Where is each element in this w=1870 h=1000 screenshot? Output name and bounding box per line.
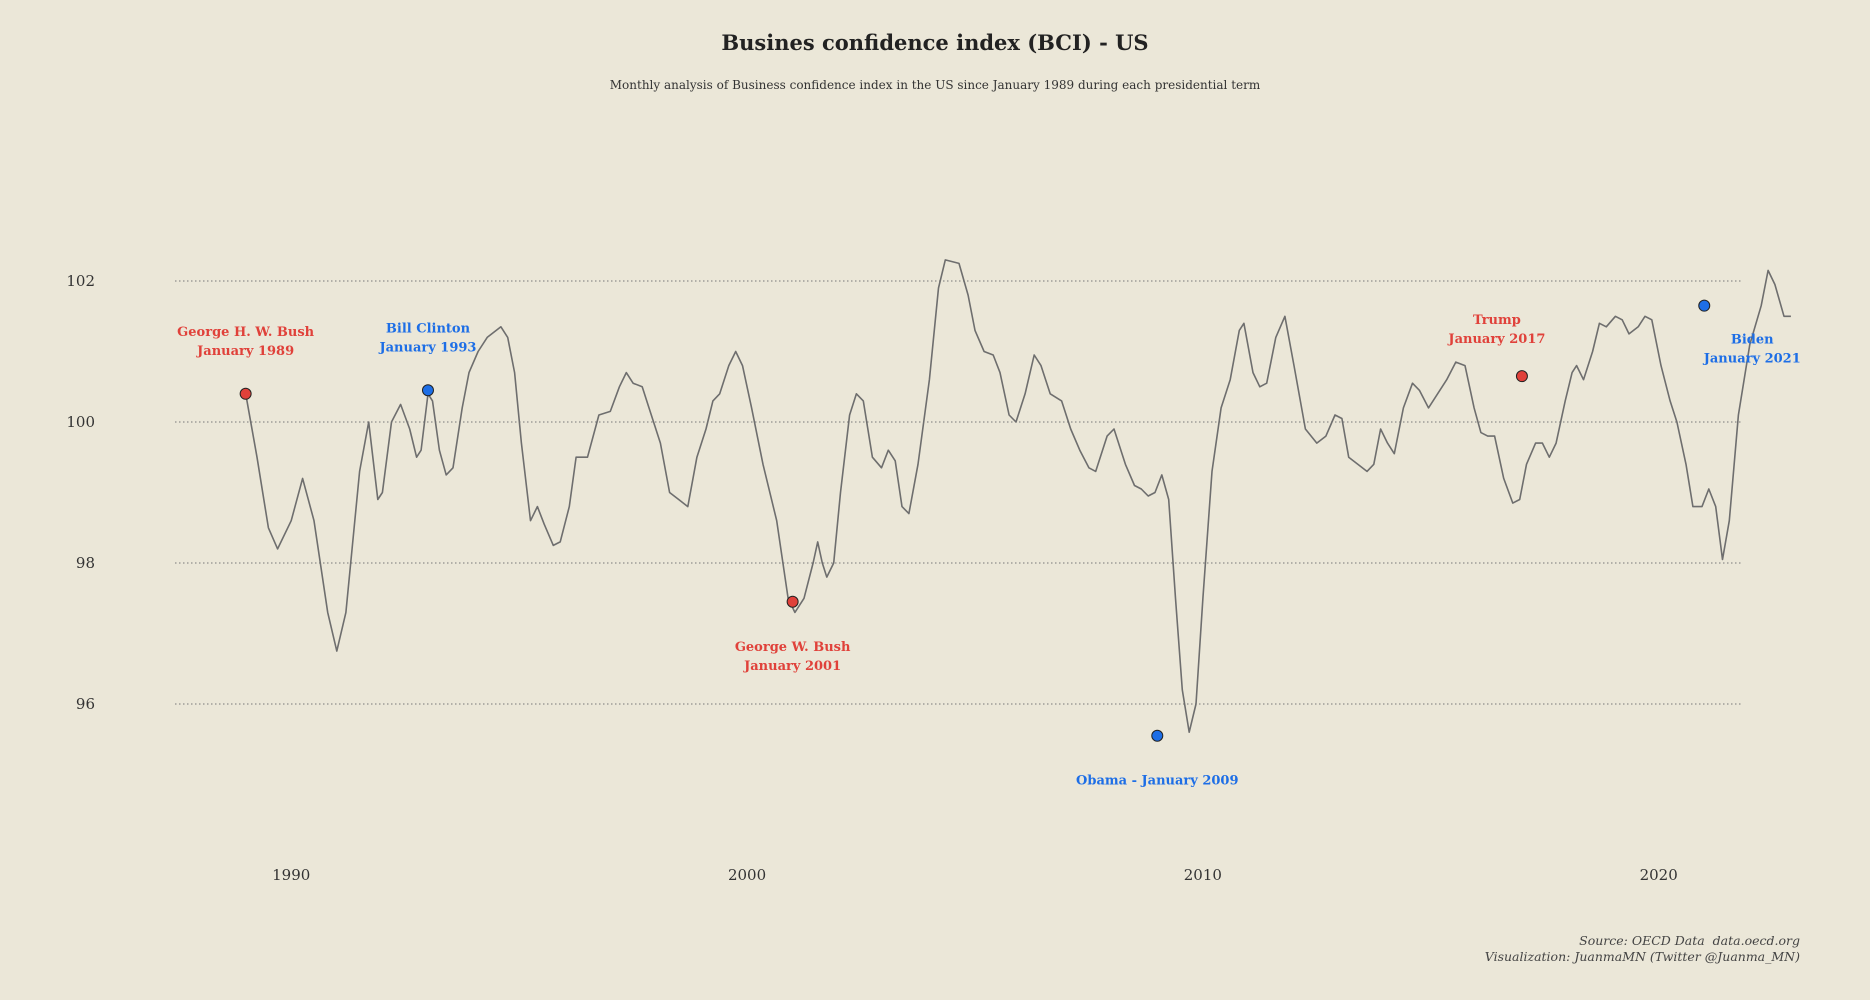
president-date-label: January 2017 xyxy=(1447,332,1545,347)
y-tick-label: 102 xyxy=(66,272,95,290)
x-tick-label: 2020 xyxy=(1640,866,1678,884)
president-label: George W. Bush xyxy=(735,640,851,655)
president-date-label: January 1993 xyxy=(378,340,476,355)
president-marker xyxy=(239,387,252,400)
president-marker xyxy=(1151,729,1164,742)
president-marker xyxy=(1515,370,1528,383)
bci-series-line xyxy=(244,259,1791,733)
y-tick-label: 100 xyxy=(66,413,95,431)
y-tick-label: 96 xyxy=(76,695,95,713)
chart-title: Busines confidence index (BCI) - US xyxy=(721,30,1149,55)
president-label: Obama - January 2009 xyxy=(1076,774,1238,789)
source-line: Source: OECD Data data.oecd.org xyxy=(1579,933,1800,948)
x-tick-label: 2010 xyxy=(1184,866,1222,884)
y-tick-label: 98 xyxy=(76,554,95,572)
credit-line: Visualization: JuanmaMN (Twitter @Juanma… xyxy=(1484,949,1800,964)
president-marker xyxy=(421,384,434,397)
president-label: Trump xyxy=(1473,313,1521,328)
source-caption: Source: OECD Data data.oecd.org Visualiz… xyxy=(1485,933,1800,965)
president-marker xyxy=(1698,299,1711,312)
president-label: Bill Clinton xyxy=(386,321,471,336)
president-date-label: January 1989 xyxy=(196,344,294,359)
president-date-label: January 2001 xyxy=(743,659,841,674)
president-date-label: January 2021 xyxy=(1703,352,1801,367)
president-marker xyxy=(786,595,799,608)
x-tick-label: 2000 xyxy=(728,866,766,884)
president-label: Biden xyxy=(1731,333,1774,348)
x-tick-label: 1990 xyxy=(272,866,310,884)
chart-subtitle: Monthly analysis of Business confidence … xyxy=(609,78,1261,92)
president-label: George H. W. Bush xyxy=(177,325,314,340)
